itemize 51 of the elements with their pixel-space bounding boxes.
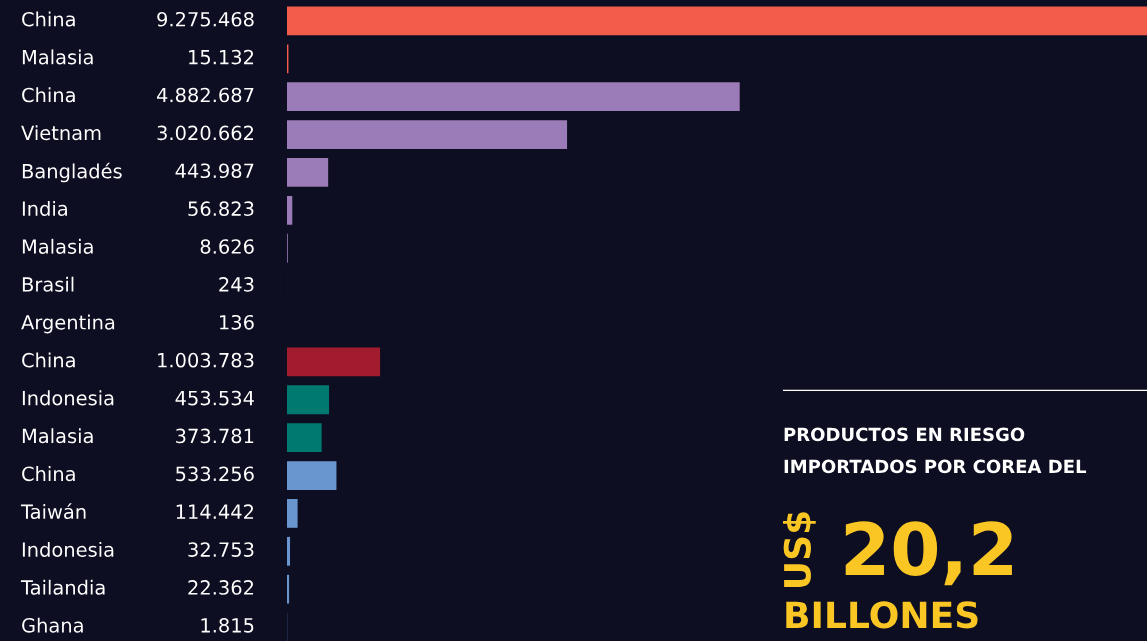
y-tick-label: Argentina [21,314,115,334]
y-tick-label: Ghana [22,617,83,633]
data-label: 22.362 [188,580,254,595]
y-tick-label: China [22,466,75,482]
bar [287,158,329,187]
y-tick-label: Vietnam [21,125,101,141]
bar [287,461,337,490]
bar [287,423,322,453]
bar [287,385,330,415]
bar [287,6,1147,36]
y-tick-label: China [22,11,75,27]
y-tick-label: China [22,352,75,368]
data-label: 15.132 [189,49,254,65]
bar [287,347,381,377]
annotation: IMPORTADOS POR COREA DEL [784,459,1087,474]
data-label: 8.626 [200,239,254,254]
y-tick-label: China [22,87,75,103]
annotation: PRODUCTOS EN RIESGO [784,427,1025,442]
y-tick-label: Indonesia [22,541,114,557]
y-tick-label: Brasil [22,276,74,292]
y-tick-label: India [22,200,67,216]
y-tick-label: Tailandia [20,579,105,595]
y-tick-label: Taiwán [20,503,86,520]
bar [287,574,290,604]
data-label: 533.256 [176,466,254,482]
bar [287,499,298,528]
y-tick-label: Malasia [22,49,93,65]
y-tick-label: Indonesia [22,390,114,406]
data-label: 9.275.468 [157,11,254,27]
data-label: 114.442 [176,504,254,519]
bar [287,82,740,112]
y-tick-label: Malasia [22,428,93,444]
data-label: 56.823 [188,201,254,216]
data-label: 32.753 [188,542,254,557]
y-tick-label: Malasia [22,238,93,254]
bar [287,120,568,149]
data-label: 4.882.687 [156,87,254,103]
data-label: 453.534 [175,390,254,406]
y-tick-label: Bangladés [22,162,122,183]
data-label: 1.003.783 [158,352,254,368]
annotation: BILLONES [786,601,978,629]
data-label: 243 [219,277,254,292]
data-label: 1.815 [201,617,254,633]
data-label: 373.781 [176,428,254,444]
data-label: 3.020.662 [157,125,254,141]
annotation: US$ [783,512,816,587]
data-label: 136 [220,314,254,330]
annotation: 20,2 [845,521,1012,586]
bar [287,536,291,566]
bar [287,195,293,225]
data-label: 443.987 [175,163,254,179]
